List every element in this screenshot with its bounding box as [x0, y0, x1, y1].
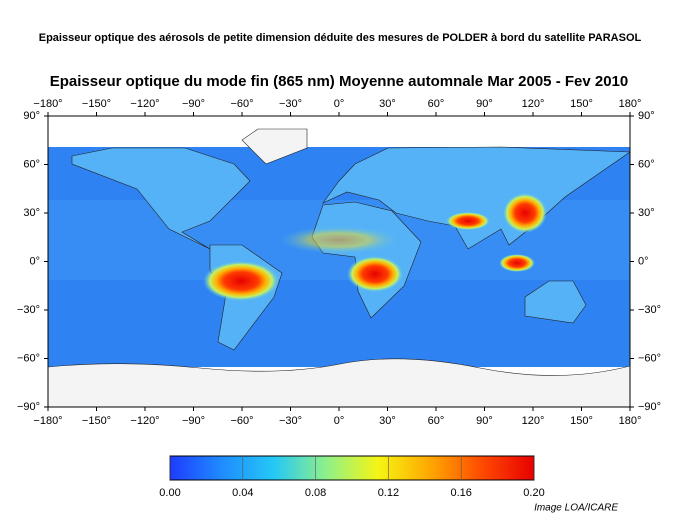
colorbar-tick-label: 0.00: [159, 487, 180, 499]
y-tick-label: −30°: [638, 304, 661, 316]
x-tick-label: 180°: [619, 98, 642, 110]
x-tick-label: −30°: [279, 98, 302, 110]
x-tick-label: 60°: [428, 98, 445, 110]
y-tick-label: 60°: [23, 158, 40, 170]
x-tick-label: 90°: [476, 415, 493, 427]
y-tick-label: −30°: [17, 304, 40, 316]
map-image: [48, 116, 630, 407]
y-tick-label: 30°: [23, 207, 40, 219]
credit: Image LOA/ICARE: [534, 503, 618, 514]
colorbar-tick-label: 0.20: [523, 487, 544, 499]
y-tick-label: 90°: [638, 110, 655, 122]
x-tick-label: −60°: [230, 415, 253, 427]
x-tick-label: −30°: [279, 415, 302, 427]
x-tick-label: 180°: [619, 415, 642, 427]
x-tick-label: −180°: [33, 415, 62, 427]
x-tick-label: −60°: [230, 98, 253, 110]
y-tick-label: 0°: [29, 255, 40, 267]
x-tick-label: −180°: [33, 98, 62, 110]
y-tick-label: −60°: [17, 352, 40, 364]
colorbar: [169, 455, 535, 481]
x-tick-label: 150°: [570, 415, 593, 427]
x-tick-label: −150°: [82, 415, 111, 427]
x-tick-label: 0°: [334, 98, 345, 110]
colorbar-tick-label: 0.08: [305, 487, 326, 499]
y-tick-label: −90°: [638, 401, 661, 413]
x-tick-label: −90°: [182, 98, 205, 110]
y-tick-label: 90°: [23, 110, 40, 122]
x-tick-label: −90°: [182, 415, 205, 427]
y-tick-label: 0°: [638, 255, 649, 267]
x-tick-label: 30°: [379, 98, 396, 110]
map-title: Epaisseur optique du mode fin (865 nm) M…: [50, 73, 629, 90]
x-tick-label: 60°: [428, 415, 445, 427]
x-tick-label: 30°: [379, 415, 396, 427]
x-tick-label: 120°: [522, 415, 545, 427]
x-tick-label: 150°: [570, 98, 593, 110]
y-tick-label: 60°: [638, 158, 655, 170]
x-tick-label: −150°: [82, 98, 111, 110]
y-tick-label: −90°: [17, 401, 40, 413]
x-tick-label: −120°: [130, 415, 159, 427]
x-tick-label: −120°: [130, 98, 159, 110]
colorbar-tick-label: 0.04: [232, 487, 253, 499]
x-tick-label: 120°: [522, 98, 545, 110]
header-title: Epaisseur optique des aérosols de petite…: [39, 32, 642, 44]
x-tick-label: 90°: [476, 98, 493, 110]
y-tick-label: 30°: [638, 207, 655, 219]
y-tick-label: −60°: [638, 352, 661, 364]
colorbar-tick-label: 0.12: [378, 487, 399, 499]
x-tick-label: 0°: [334, 415, 345, 427]
colorbar-tick-label: 0.16: [450, 487, 471, 499]
